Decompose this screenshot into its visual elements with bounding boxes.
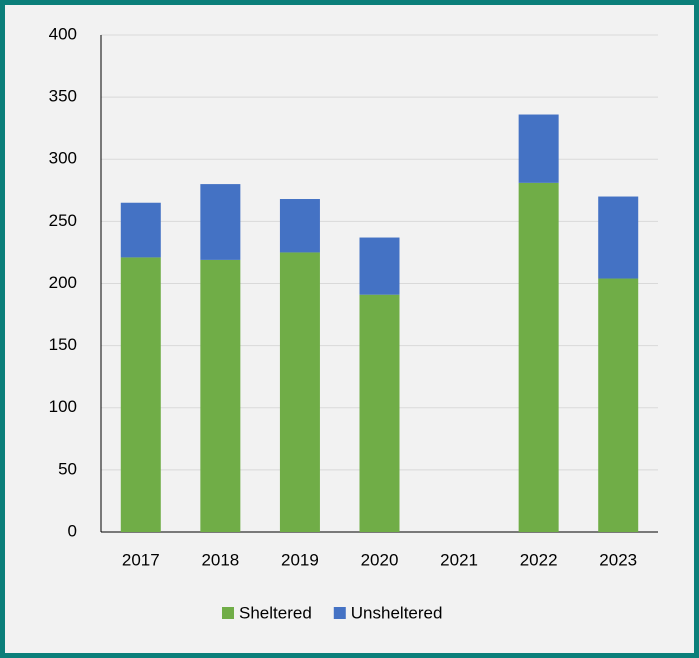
bar-segment [200,184,241,260]
x-tick-label: 2020 [361,550,399,569]
y-tick-label: 200 [49,273,77,292]
y-tick-label: 350 [49,87,77,106]
x-tick-label: 2018 [201,550,239,569]
bar-segment [279,199,320,253]
y-tick-label: 150 [49,335,77,354]
bar-segment [518,114,559,183]
x-tick-label: 2019 [281,550,319,569]
legend-swatch [333,607,346,619]
y-tick-label: 250 [49,211,77,230]
legend-swatch [222,607,234,619]
bar-segment [518,182,559,533]
y-tick-label: 100 [49,397,77,416]
x-tick-label: 2023 [599,550,637,569]
y-tick-label: 300 [49,149,77,168]
y-tick-label: 400 [49,24,77,43]
bar-segment [598,196,639,279]
legend-label: Sheltered [239,603,312,622]
bar-segment [200,259,241,532]
bar-segment [598,278,639,532]
y-tick-label: 0 [68,521,77,540]
bar-segment [120,202,161,258]
bar-segment [120,257,161,532]
bar-segment [359,237,400,295]
x-tick-label: 2021 [440,550,478,569]
legend-label: Unsheltered [351,603,443,622]
bar-segment [279,252,320,532]
x-tick-label: 2022 [520,550,558,569]
x-tick-label: 2017 [122,550,160,569]
bar-segment [359,294,400,532]
y-tick-label: 50 [58,459,77,478]
